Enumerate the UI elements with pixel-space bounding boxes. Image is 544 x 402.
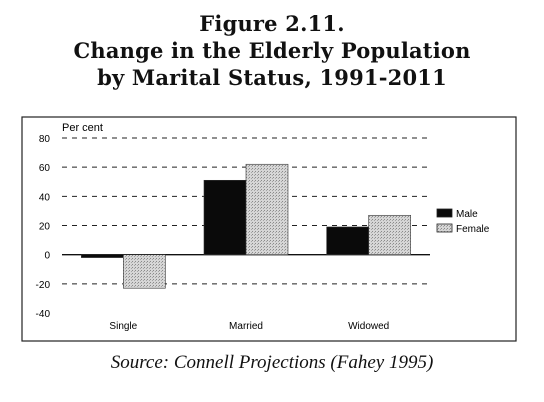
y-tick-label: 0 bbox=[44, 251, 50, 262]
legend-swatch-male bbox=[436, 208, 453, 218]
y-tick-label: 60 bbox=[39, 163, 51, 174]
source-note: Source: Connell Projections (Fahey 1995) bbox=[110, 352, 434, 373]
legend-label-female: Female bbox=[456, 224, 490, 235]
x-tick-label: Married bbox=[229, 321, 263, 332]
x-tick-label: Widowed bbox=[348, 321, 389, 332]
figure-title-line-2: by Marital Status, 1991-2011 bbox=[97, 65, 447, 90]
legend-swatch-female bbox=[436, 223, 453, 233]
y-tick-label: 40 bbox=[39, 192, 51, 203]
bar-single-male bbox=[81, 254, 124, 258]
legend-label-male: Male bbox=[456, 209, 478, 220]
x-tick-label: Single bbox=[109, 321, 137, 332]
bar-married-male bbox=[203, 179, 247, 255]
y-tick-label: 20 bbox=[39, 222, 51, 233]
chart-frame bbox=[21, 116, 517, 342]
bar-widowed-female bbox=[368, 214, 411, 255]
y-tick-label: -40 bbox=[36, 309, 51, 320]
y-axis-label: Per cent bbox=[62, 122, 103, 134]
figure-number: Figure 2.11. bbox=[199, 11, 345, 36]
y-tick-label: -20 bbox=[36, 280, 51, 291]
bar-widowed-male bbox=[326, 226, 369, 255]
figure-title-line-1: Change in the Elderly Population bbox=[73, 38, 471, 63]
bar-married-female bbox=[245, 163, 289, 255]
bar-single-female bbox=[123, 254, 166, 289]
y-tick-label: 80 bbox=[39, 134, 51, 145]
